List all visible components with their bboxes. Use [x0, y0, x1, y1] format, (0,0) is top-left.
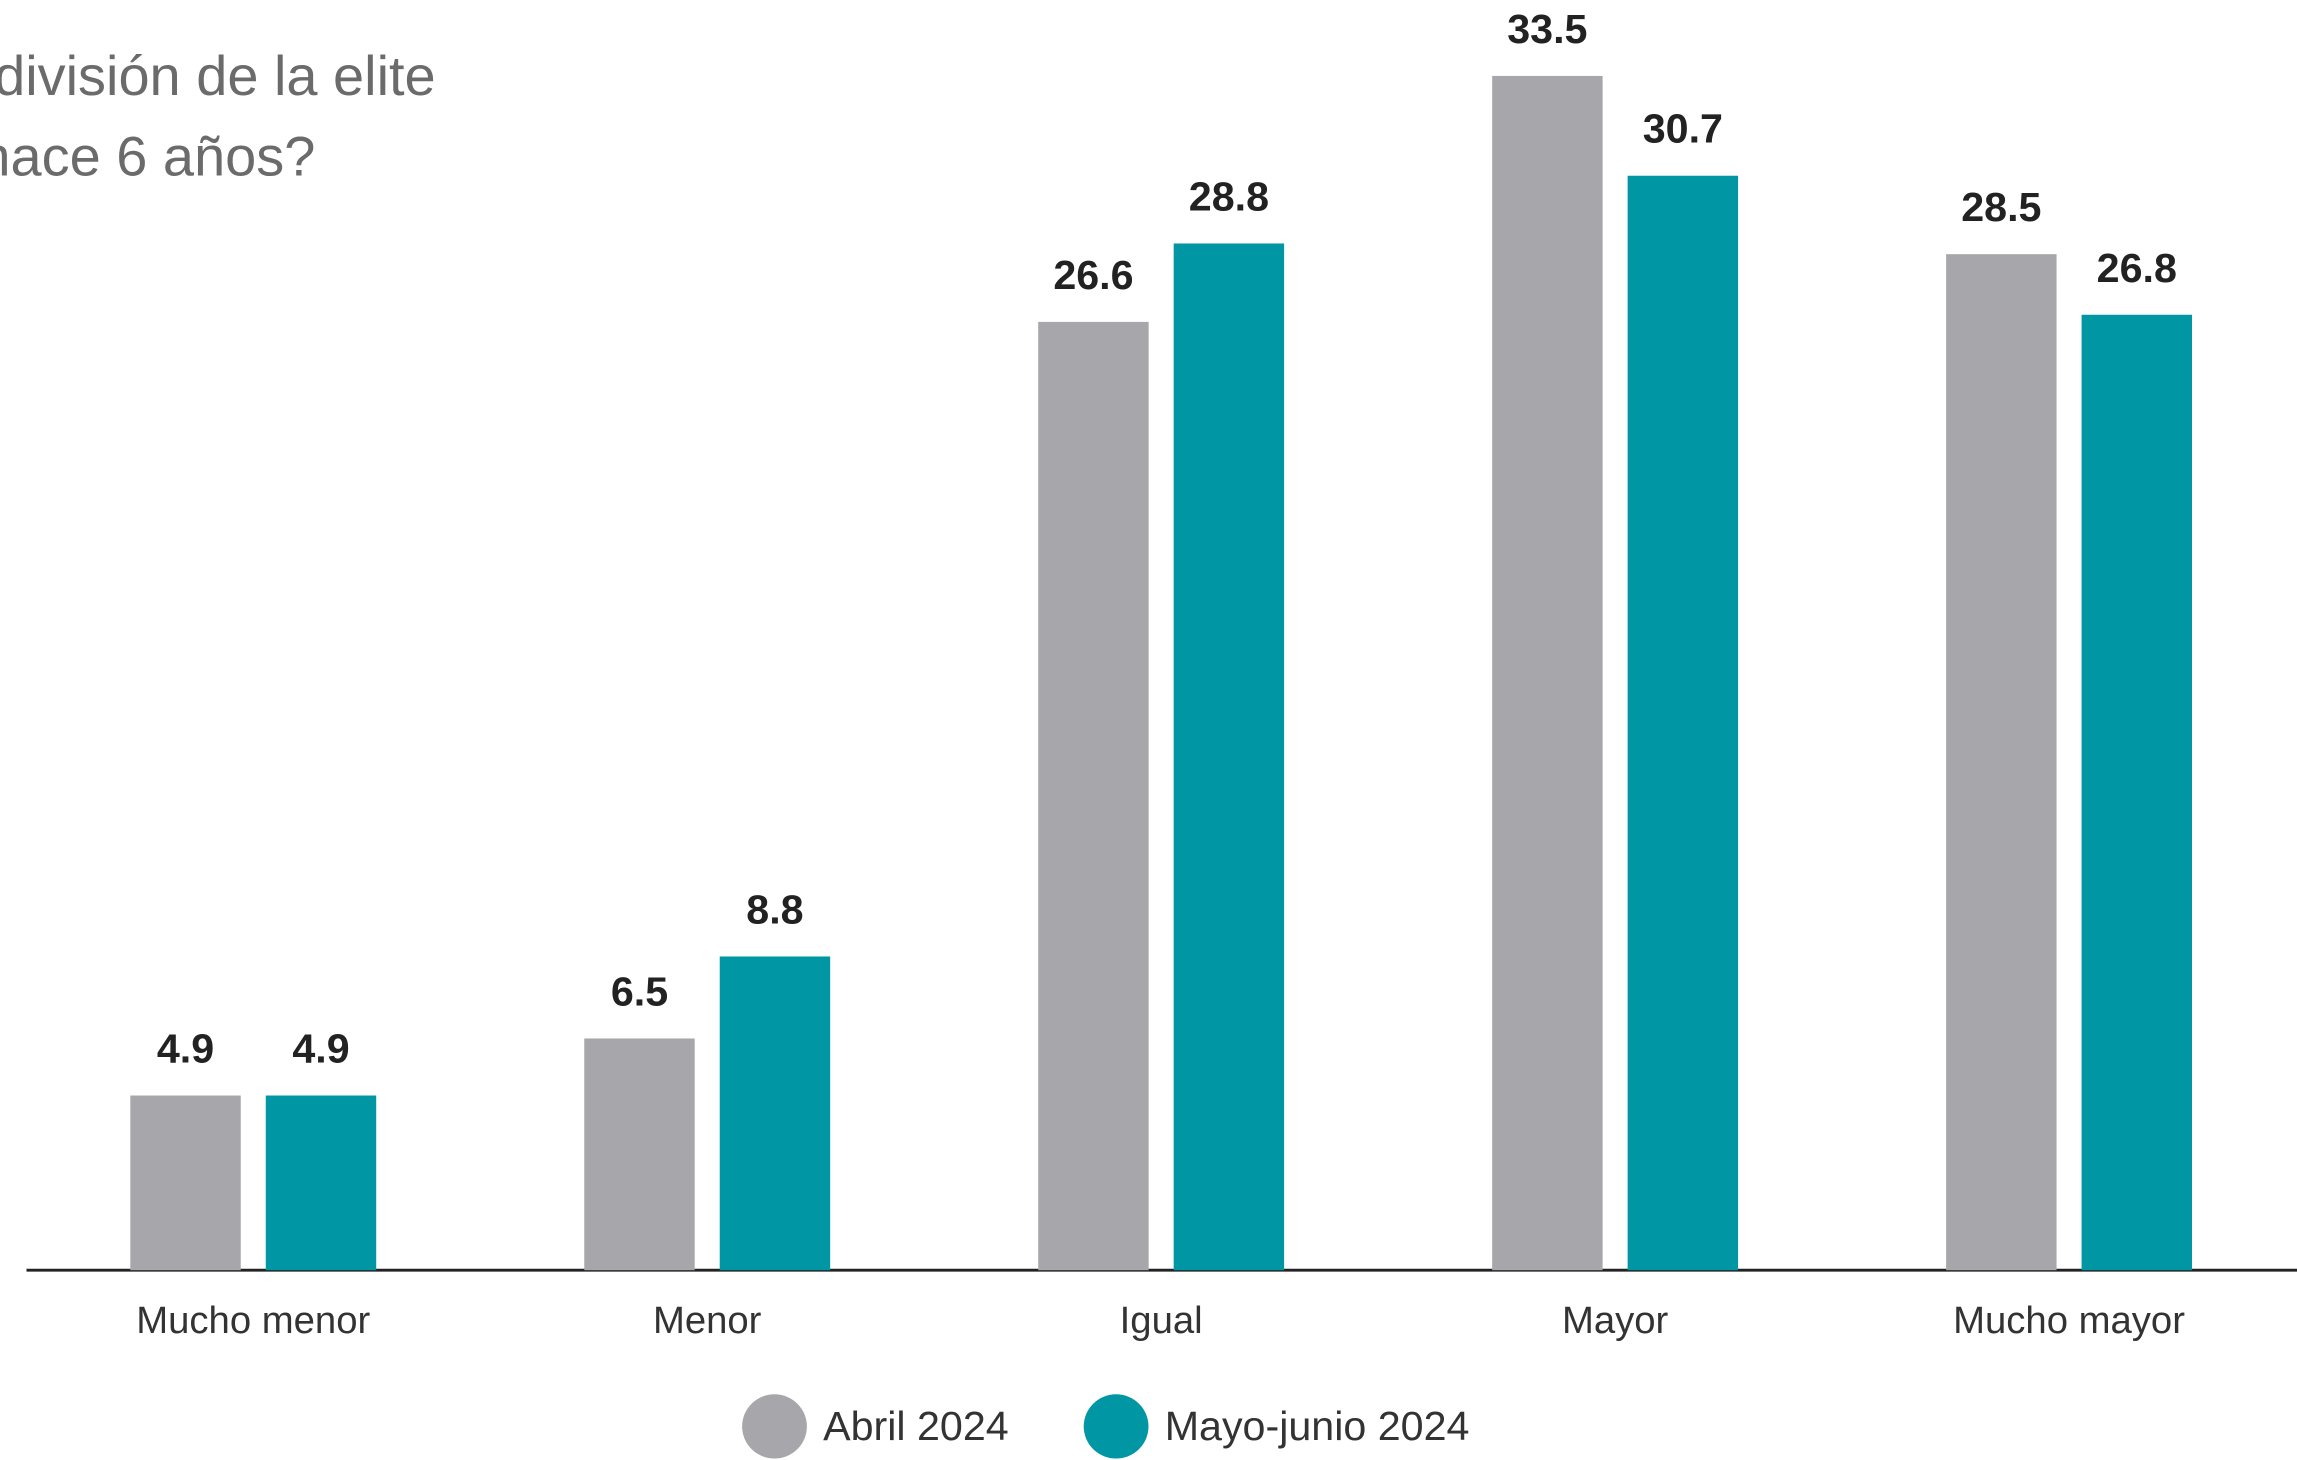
bar [719, 956, 831, 1271]
data-label: 26.8 [2097, 245, 2177, 291]
bar [130, 1095, 241, 1271]
bar [1492, 75, 1603, 1271]
bar [584, 1038, 695, 1271]
data-label: 8.8 [746, 887, 803, 933]
bar [1946, 254, 2057, 1271]
legend-label: Abril 2024 [823, 1403, 1009, 1449]
data-label: 26.6 [1053, 252, 1133, 298]
data-label: 33.5 [1507, 6, 1587, 52]
data-label: 4.9 [292, 1026, 349, 1072]
legend-swatch [742, 1394, 807, 1459]
x-tick-label: Igual [1120, 1299, 1203, 1342]
x-tick-label: Menor [653, 1299, 762, 1342]
bar [2081, 314, 2193, 1271]
chart-title: hace 6 años? [0, 125, 315, 187]
data-label: 28.5 [1961, 184, 2041, 230]
legend-label: Mayo-junio 2024 [1165, 1403, 1470, 1449]
bar [265, 1095, 377, 1271]
x-tick-label: Mucho mayor [1953, 1299, 2185, 1342]
chart-title: división de la elite [0, 45, 436, 107]
data-label: 6.5 [611, 969, 668, 1015]
data-label: 28.8 [1189, 174, 1269, 220]
bar [1627, 175, 1739, 1271]
data-label: 30.7 [1643, 106, 1723, 152]
x-tick-label: Mucho menor [136, 1299, 370, 1342]
bar [1038, 321, 1149, 1271]
bar [1173, 243, 1285, 1271]
x-tick-label: Mayor [1562, 1299, 1669, 1342]
data-label: 4.9 [157, 1026, 214, 1072]
legend-swatch [1083, 1394, 1149, 1459]
